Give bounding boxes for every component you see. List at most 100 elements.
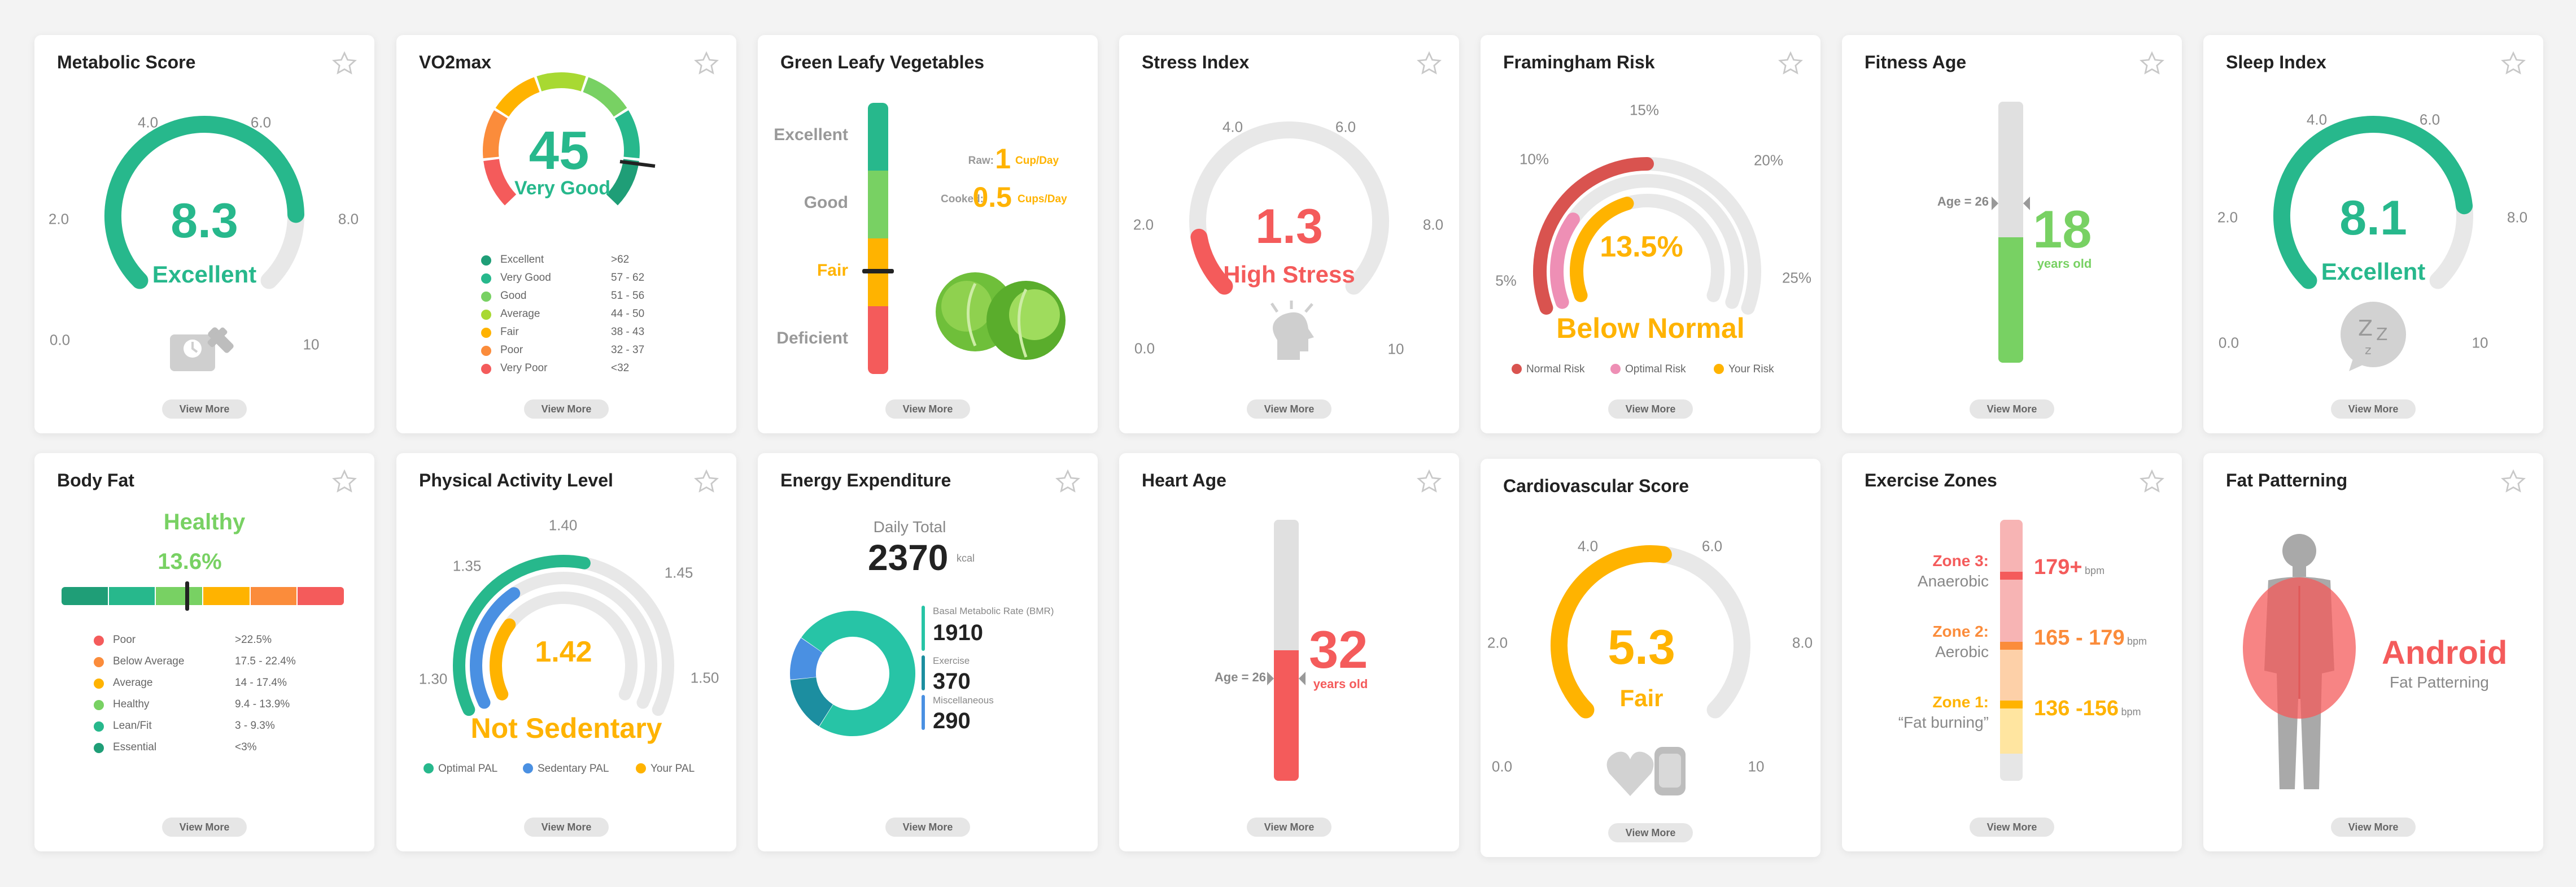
view-more-button[interactable]: View More	[162, 818, 247, 837]
tick-label: 0.0	[1491, 758, 1513, 775]
risk-rating: Below Normal	[1556, 312, 1745, 344]
star-icon[interactable]	[693, 51, 719, 77]
tick-label: 1.50	[690, 669, 719, 686]
star-icon[interactable]	[331, 469, 357, 495]
svg-text:Z: Z	[2358, 316, 2373, 341]
star-icon[interactable]	[1416, 51, 1442, 77]
stress-rating: High Stress	[1223, 261, 1355, 288]
view-more-button[interactable]: View More	[885, 818, 970, 837]
heart-age-bar	[1274, 520, 1299, 781]
legend-item: Average 14 - 17.4%	[94, 676, 308, 693]
age-marker	[2023, 197, 2030, 210]
score-rating: Excellent	[152, 261, 257, 288]
tick-label: 25%	[1782, 269, 1812, 286]
level-label: Deficient	[776, 329, 848, 347]
legend-item: Normal Risk	[1512, 363, 1584, 376]
star-icon[interactable]	[1055, 469, 1081, 495]
star-icon[interactable]	[2139, 469, 2165, 495]
star-icon[interactable]	[2500, 51, 2526, 77]
view-more-button[interactable]: View More	[885, 399, 970, 419]
tick-label: 8.0	[1792, 634, 1813, 651]
star-icon[interactable]	[693, 469, 719, 495]
tick-label: 0.0	[49, 331, 71, 349]
pal-rating: Not Sedentary	[470, 712, 662, 744]
star-icon[interactable]	[1778, 51, 1804, 77]
view-more-button[interactable]: View More	[1970, 399, 2054, 419]
level-label-current: Fair	[817, 261, 848, 280]
tick-label: 1.45	[664, 564, 693, 581]
view-more-button[interactable]: View More	[2331, 818, 2416, 837]
energy-donut	[790, 611, 915, 736]
body-fat-marker	[185, 581, 189, 611]
fitness-age-bar	[1998, 102, 2023, 363]
star-icon[interactable]	[2139, 51, 2165, 77]
daily-total-label: Daily Total	[873, 518, 946, 536]
tick-label: 5%	[1495, 272, 1517, 289]
view-more-button[interactable]: View More	[524, 399, 609, 419]
view-more-button[interactable]: View More	[2331, 399, 2416, 419]
fitness-age-unit: years old	[2037, 256, 2092, 271]
zone-label: Zone 2: Aerobic	[1932, 623, 1989, 660]
stress-gauge	[1189, 121, 1389, 295]
body-silhouette-icon	[2237, 529, 2361, 795]
tick-label: 0.0	[2218, 334, 2239, 351]
legend-item: Fair 38 - 43	[481, 325, 667, 342]
age-marker	[1267, 672, 1274, 685]
svg-text:z: z	[2365, 344, 2372, 358]
legend-item: Essential <3%	[94, 740, 308, 757]
fitness-age-value: 18	[2033, 199, 2092, 259]
sleep-rating: Excellent	[2321, 258, 2426, 285]
sleep-gauge	[2273, 116, 2473, 289]
zone-value: 165 - 179 bpm	[2034, 626, 2147, 650]
star-icon[interactable]	[1416, 469, 1442, 495]
legend-item: Poor >22.5%	[94, 633, 308, 650]
view-more-button[interactable]: View More	[1970, 818, 2054, 837]
star-icon[interactable]	[2500, 469, 2526, 495]
legend-item: Average 44 - 50	[481, 307, 667, 324]
level-label: Good	[804, 193, 848, 212]
vo2max-segment	[483, 110, 508, 159]
card-title: Green Leafy Vegetables	[780, 52, 985, 72]
view-more-button[interactable]: View More	[1247, 399, 1331, 419]
tick-label: 10	[1748, 758, 1765, 775]
fitness-age-card: Fitness Age Age = 26 18 years old View M…	[1842, 35, 2182, 433]
view-more-button[interactable]: View More	[162, 399, 247, 419]
donut-slice	[790, 638, 823, 680]
cardio-value: 5.3	[1608, 620, 1675, 675]
view-more-button[interactable]: View More	[1608, 823, 1693, 842]
gauge-track	[1189, 121, 1389, 295]
tick-label: 6.0	[250, 114, 272, 131]
body-fat-rating: Healthy	[163, 510, 246, 534]
gauge-fill	[1551, 545, 1672, 719]
tick-label: 2.0	[2217, 208, 2238, 226]
vo2max-segment	[583, 77, 627, 117]
card-title: Exercise Zones	[1865, 470, 1997, 490]
legend-item: Good 51 - 56	[481, 289, 667, 306]
your-risk-arc	[1570, 197, 1634, 302]
card-title: VO2max	[419, 52, 492, 72]
cardiovascular-score-card: Cardiovascular Score 0.0 2.0 4.0 6.0 8.0…	[1481, 459, 1820, 857]
card-title: Fat Patterning	[2226, 470, 2348, 490]
tick-label: 1.30	[418, 670, 448, 688]
tick-label: 1.40	[548, 516, 578, 534]
score-value: 8.3	[171, 194, 238, 248]
legend-item: Below Average 17.5 - 22.4%	[94, 654, 308, 671]
tick-label: 2.0	[48, 210, 69, 228]
star-icon[interactable]	[331, 51, 357, 77]
energy-expenditure-card: Energy Expenditure Daily Total 2370 kcal…	[758, 453, 1098, 851]
vo2max-segment	[536, 72, 586, 92]
tick-label: 1.35	[452, 557, 482, 575]
zone-label: Zone 3: Anaerobic	[1917, 552, 1989, 590]
view-more-button[interactable]: View More	[1608, 399, 1693, 419]
level-marker	[862, 269, 894, 273]
raw-value: 1	[995, 143, 1011, 175]
zone-value: 136 -156 bpm	[2034, 697, 2141, 720]
cardio-gauge	[1551, 545, 1750, 719]
daily-total-value: 2370	[868, 537, 949, 578]
card-title: Cardiovascular Score	[1503, 476, 1689, 496]
gauge-fill	[2273, 116, 2473, 289]
tick-label: 8.0	[1422, 216, 1444, 233]
view-more-button[interactable]: View More	[524, 818, 609, 837]
fat-pattern-value: Android	[2382, 634, 2508, 671]
view-more-button[interactable]: View More	[1247, 818, 1331, 837]
